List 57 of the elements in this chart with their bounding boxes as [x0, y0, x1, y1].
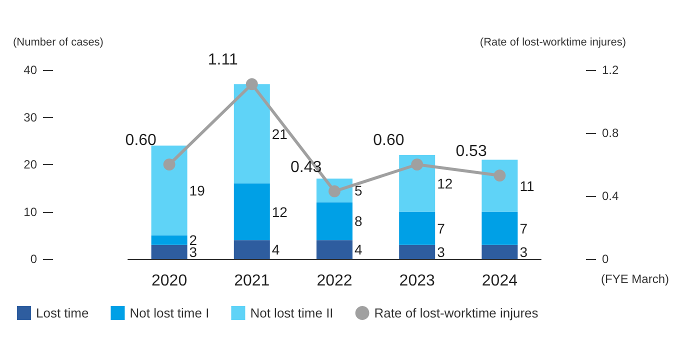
- data-label: 7: [437, 220, 446, 236]
- y2-axis-title: (Rate of lost-worktime injures): [480, 36, 626, 48]
- x-tick-label: 2022: [316, 272, 352, 290]
- data-label: 21: [272, 126, 288, 142]
- data-label: 1.11: [208, 52, 238, 69]
- bar: [151, 146, 188, 236]
- y-tick-label: 30: [24, 110, 38, 124]
- data-label: 3: [520, 244, 528, 260]
- bar: [234, 240, 270, 259]
- bar: [399, 212, 436, 245]
- data-label: 3: [437, 244, 446, 260]
- y-tick-label: 10: [24, 204, 38, 219]
- legend-label: Lost time: [36, 306, 89, 320]
- x-tick-label: 2021: [234, 272, 270, 290]
- bar: [151, 244, 188, 259]
- data-label: 0.53: [456, 143, 487, 160]
- y2-tick-label: 0: [602, 252, 609, 266]
- x-tick-label: 2024: [482, 272, 518, 290]
- bar: [234, 183, 270, 240]
- x-tick-label: 2023: [399, 272, 435, 290]
- data-label: 7: [520, 220, 528, 236]
- data-label: 4: [354, 242, 362, 258]
- bar: [316, 202, 352, 240]
- legend-label: Not lost time I: [130, 306, 210, 320]
- bar: [234, 84, 270, 184]
- data-label: 0.43: [290, 158, 322, 176]
- point: [246, 78, 258, 90]
- legend-label: Not lost time II: [250, 306, 334, 320]
- y-tick-label: 20: [24, 158, 38, 172]
- bar: [399, 244, 436, 259]
- data-label: 8: [354, 213, 362, 230]
- data-label: 12: [437, 175, 453, 192]
- data-label: 4: [272, 242, 280, 258]
- legend-label: Rate of lost-worktime injures: [374, 306, 539, 320]
- bar: [482, 244, 518, 259]
- data-label: 0.60: [125, 132, 157, 149]
- data-label: 12: [272, 204, 288, 220]
- y2-tick-label: 1.2: [602, 63, 620, 77]
- data-label: 0.60: [373, 132, 404, 149]
- x-tick-label: 2020: [152, 272, 188, 290]
- x-axis-title: (FYE March): [600, 272, 670, 286]
- data-label: 5: [354, 182, 362, 198]
- bar: [482, 160, 518, 212]
- point: [411, 158, 424, 170]
- bar: [482, 212, 518, 245]
- point: [494, 170, 506, 182]
- point: [163, 158, 176, 170]
- bar: [316, 240, 352, 259]
- y2-tick-label: 0.8: [602, 126, 620, 140]
- bar: [151, 235, 188, 245]
- y2-tick-label: 0.4: [602, 189, 620, 203]
- y-tick-label: 40: [24, 63, 38, 77]
- data-label: 19: [189, 182, 206, 198]
- y-tick-label: 0: [30, 252, 38, 266]
- data-label: 11: [520, 178, 534, 194]
- bar: [399, 155, 436, 212]
- y-axis-title: (Number of cases): [13, 36, 104, 48]
